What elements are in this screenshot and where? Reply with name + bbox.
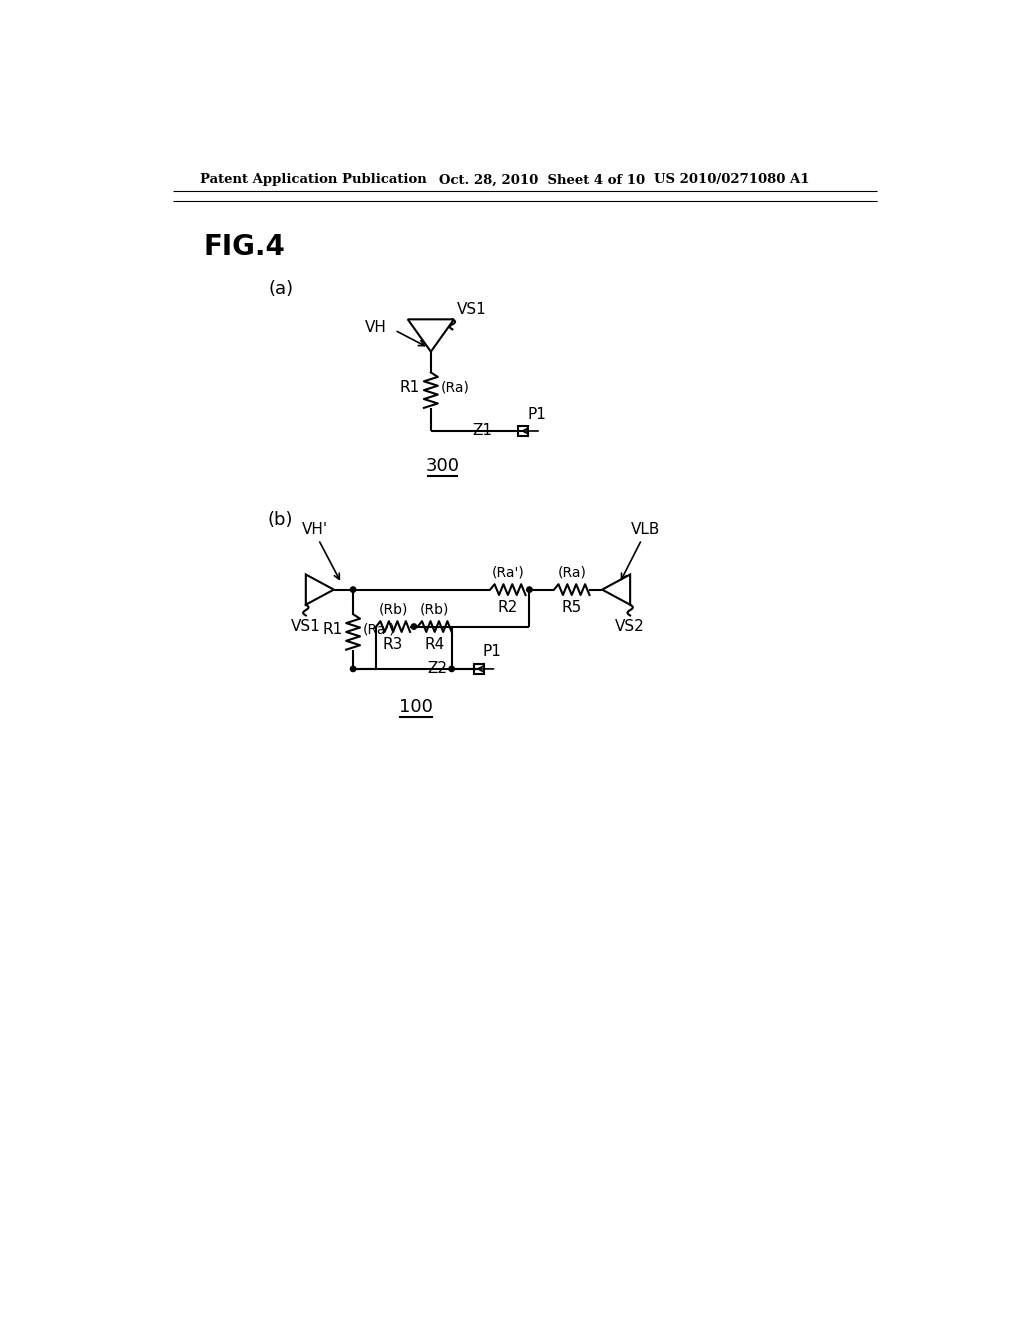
Text: US 2010/0271080 A1: US 2010/0271080 A1 <box>654 173 810 186</box>
Text: P1: P1 <box>482 644 502 660</box>
Text: R1: R1 <box>399 380 420 396</box>
Text: (Rb): (Rb) <box>420 602 450 616</box>
Text: Z2: Z2 <box>428 660 447 676</box>
Text: R3: R3 <box>383 638 403 652</box>
Text: VH: VH <box>366 321 387 335</box>
Circle shape <box>350 587 355 593</box>
Text: R5: R5 <box>561 601 582 615</box>
Bar <box>473 664 483 675</box>
Text: (b): (b) <box>268 511 294 529</box>
Text: VLB: VLB <box>631 523 660 537</box>
Text: 300: 300 <box>425 457 460 475</box>
Text: R4: R4 <box>425 638 444 652</box>
Text: P1: P1 <box>527 407 546 421</box>
Text: FIG.4: FIG.4 <box>204 232 286 261</box>
Text: R1: R1 <box>323 622 342 638</box>
Text: VS1: VS1 <box>291 619 321 634</box>
Text: VS2: VS2 <box>615 619 645 634</box>
Text: 100: 100 <box>399 698 433 717</box>
Circle shape <box>449 667 455 672</box>
Text: R2: R2 <box>498 601 518 615</box>
Text: (Ra'): (Ra') <box>492 565 524 579</box>
Text: VH': VH' <box>302 523 329 537</box>
Circle shape <box>412 624 417 630</box>
Circle shape <box>350 667 355 672</box>
Text: (a): (a) <box>268 280 293 298</box>
Bar <box>518 426 528 436</box>
Text: Z1: Z1 <box>472 422 493 438</box>
Text: VS1: VS1 <box>457 302 486 317</box>
Text: (Ra): (Ra) <box>557 565 586 579</box>
Text: (Rb): (Rb) <box>379 602 408 616</box>
Text: Patent Application Publication: Patent Application Publication <box>200 173 427 186</box>
Text: (Ra): (Ra) <box>441 381 470 395</box>
Text: Oct. 28, 2010  Sheet 4 of 10: Oct. 28, 2010 Sheet 4 of 10 <box>438 173 645 186</box>
Text: (Ra'): (Ra') <box>364 623 396 636</box>
Circle shape <box>526 587 532 593</box>
